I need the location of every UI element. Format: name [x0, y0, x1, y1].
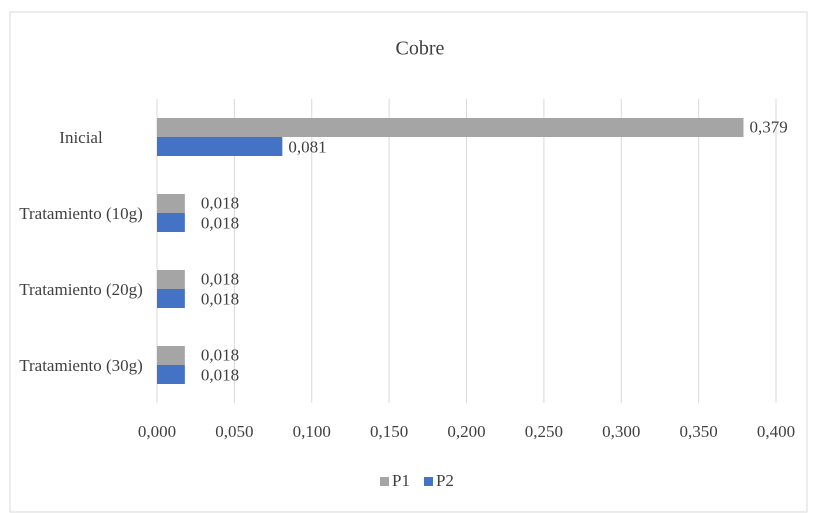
bar: [157, 365, 185, 384]
x-tick-label: 0,250: [525, 422, 563, 441]
x-tick-label: 0,050: [215, 422, 253, 441]
legend-label: P2: [436, 471, 454, 490]
x-tick-label: 0,150: [370, 422, 408, 441]
y-tick-label-box: Tratamiento (10g): [19, 203, 143, 223]
x-tick-label: 0,350: [680, 422, 718, 441]
value-label: 0,379: [750, 117, 788, 136]
bar: [157, 213, 185, 232]
x-tick-label: 0,000: [138, 422, 176, 441]
y-tick-label: Tratamiento (30g): [19, 355, 143, 375]
bar: [157, 289, 185, 308]
legend-swatch: [423, 477, 433, 486]
legend-swatch: [380, 477, 389, 486]
y-tick-label-box: Tratamiento (30g): [19, 355, 143, 375]
x-tick-label: 0,300: [602, 422, 640, 441]
value-label: 0,081: [288, 137, 326, 156]
x-tick-label: 0,200: [447, 422, 485, 441]
bar: [157, 137, 283, 156]
y-tick-label: Inicial: [59, 127, 103, 147]
value-label: 0,018: [201, 365, 239, 384]
bar: [157, 270, 185, 289]
y-tick-label: Tratamiento (10g): [19, 203, 143, 223]
chart-title: Cobre: [396, 38, 445, 60]
legend-label: P1: [392, 471, 410, 490]
value-label: 0,018: [201, 193, 239, 212]
y-tick-label-box: Tratamiento (20g): [19, 279, 143, 299]
value-label: 0,018: [201, 269, 239, 288]
value-label: 0,018: [201, 213, 239, 232]
bar: [157, 346, 185, 365]
y-tick-label: Tratamiento (20g): [19, 279, 143, 299]
y-tick-label-box: Inicial: [59, 127, 103, 147]
x-tick-label: 0,100: [293, 422, 331, 441]
value-label: 0,018: [201, 345, 239, 364]
value-label: 0,018: [201, 289, 239, 308]
chart-border: [9, 11, 808, 513]
bar: [157, 118, 744, 137]
bar: [157, 194, 185, 213]
x-tick-label: 0,400: [757, 422, 795, 441]
